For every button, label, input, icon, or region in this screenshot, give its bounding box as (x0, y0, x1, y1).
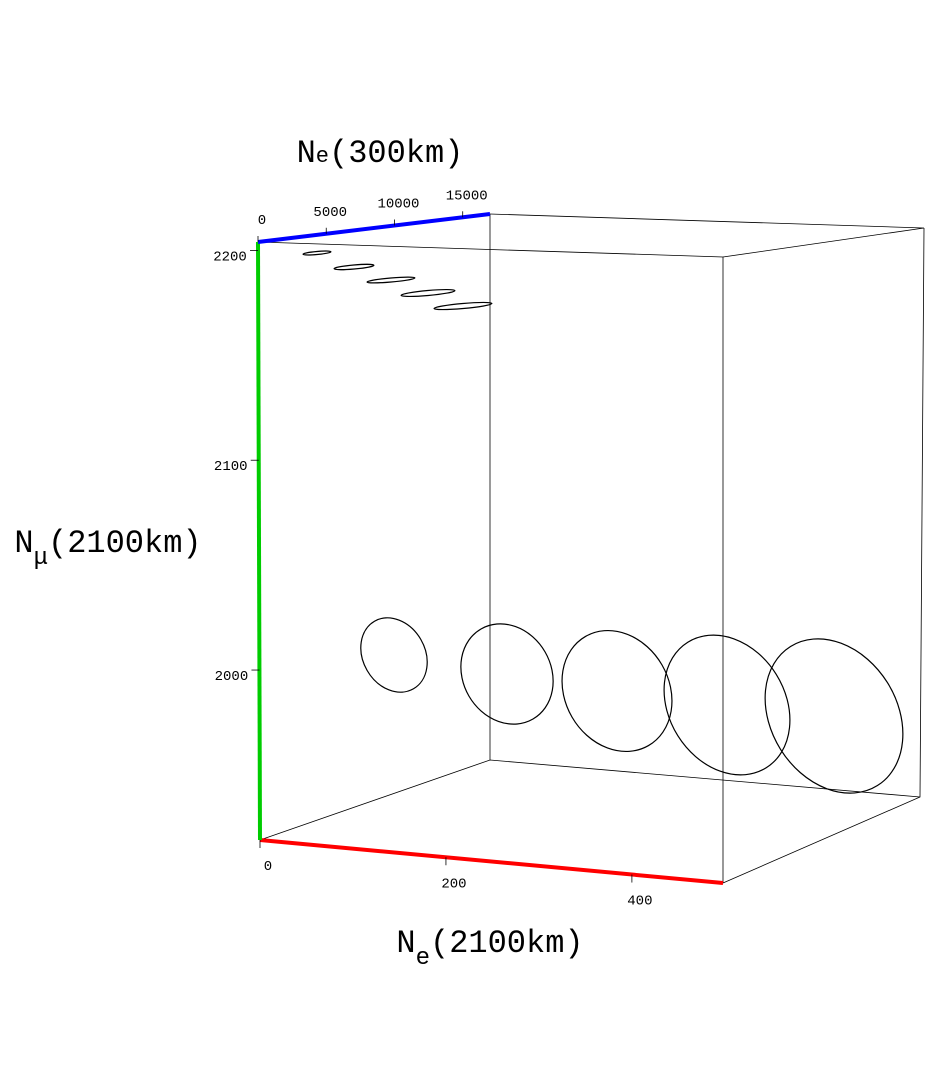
contour (333, 263, 375, 271)
contour (302, 250, 332, 256)
contour (366, 276, 416, 284)
tick-label: 400 (627, 894, 652, 910)
tick-label: 0 (264, 859, 272, 875)
title-base: N (297, 135, 316, 172)
contour (360, 617, 428, 693)
tick-label: 0 (258, 213, 266, 229)
contour (663, 634, 791, 776)
title-rest: (2100km) (48, 525, 202, 562)
tick-label: 2000 (215, 669, 249, 685)
title-rest: (300km) (329, 135, 463, 172)
axis-line (257, 212, 491, 244)
tick-label: 200 (441, 876, 466, 892)
title-base: N (396, 925, 415, 962)
contour (433, 301, 493, 311)
title-sub: e (316, 144, 329, 169)
title-rest: (2100km) (430, 925, 584, 962)
box-edge (257, 241, 724, 883)
title-sub: μ (34, 545, 48, 572)
box (257, 213, 925, 884)
box-edge (722, 227, 925, 884)
x-axis-title: Ne(2100km) (396, 925, 583, 972)
contour (460, 623, 554, 725)
axis-line (259, 838, 724, 885)
tick-label: 10000 (377, 197, 419, 213)
tick-label: 2100 (214, 459, 248, 475)
tick-label: 2200 (213, 249, 247, 265)
title-sub: e (416, 945, 430, 972)
tick-label: 15000 (446, 188, 488, 204)
title-base: N (14, 525, 33, 562)
box-edge (259, 759, 921, 841)
y-axis-title: Nμ(2100km) (14, 525, 201, 572)
z-axis-title: Ne(300km) (297, 135, 464, 172)
contour (400, 288, 456, 298)
contours (302, 250, 904, 794)
contour (561, 629, 673, 753)
contour (764, 638, 904, 794)
axis-line (256, 241, 262, 841)
box-edge (489, 213, 925, 258)
tick-label: 5000 (313, 205, 347, 221)
